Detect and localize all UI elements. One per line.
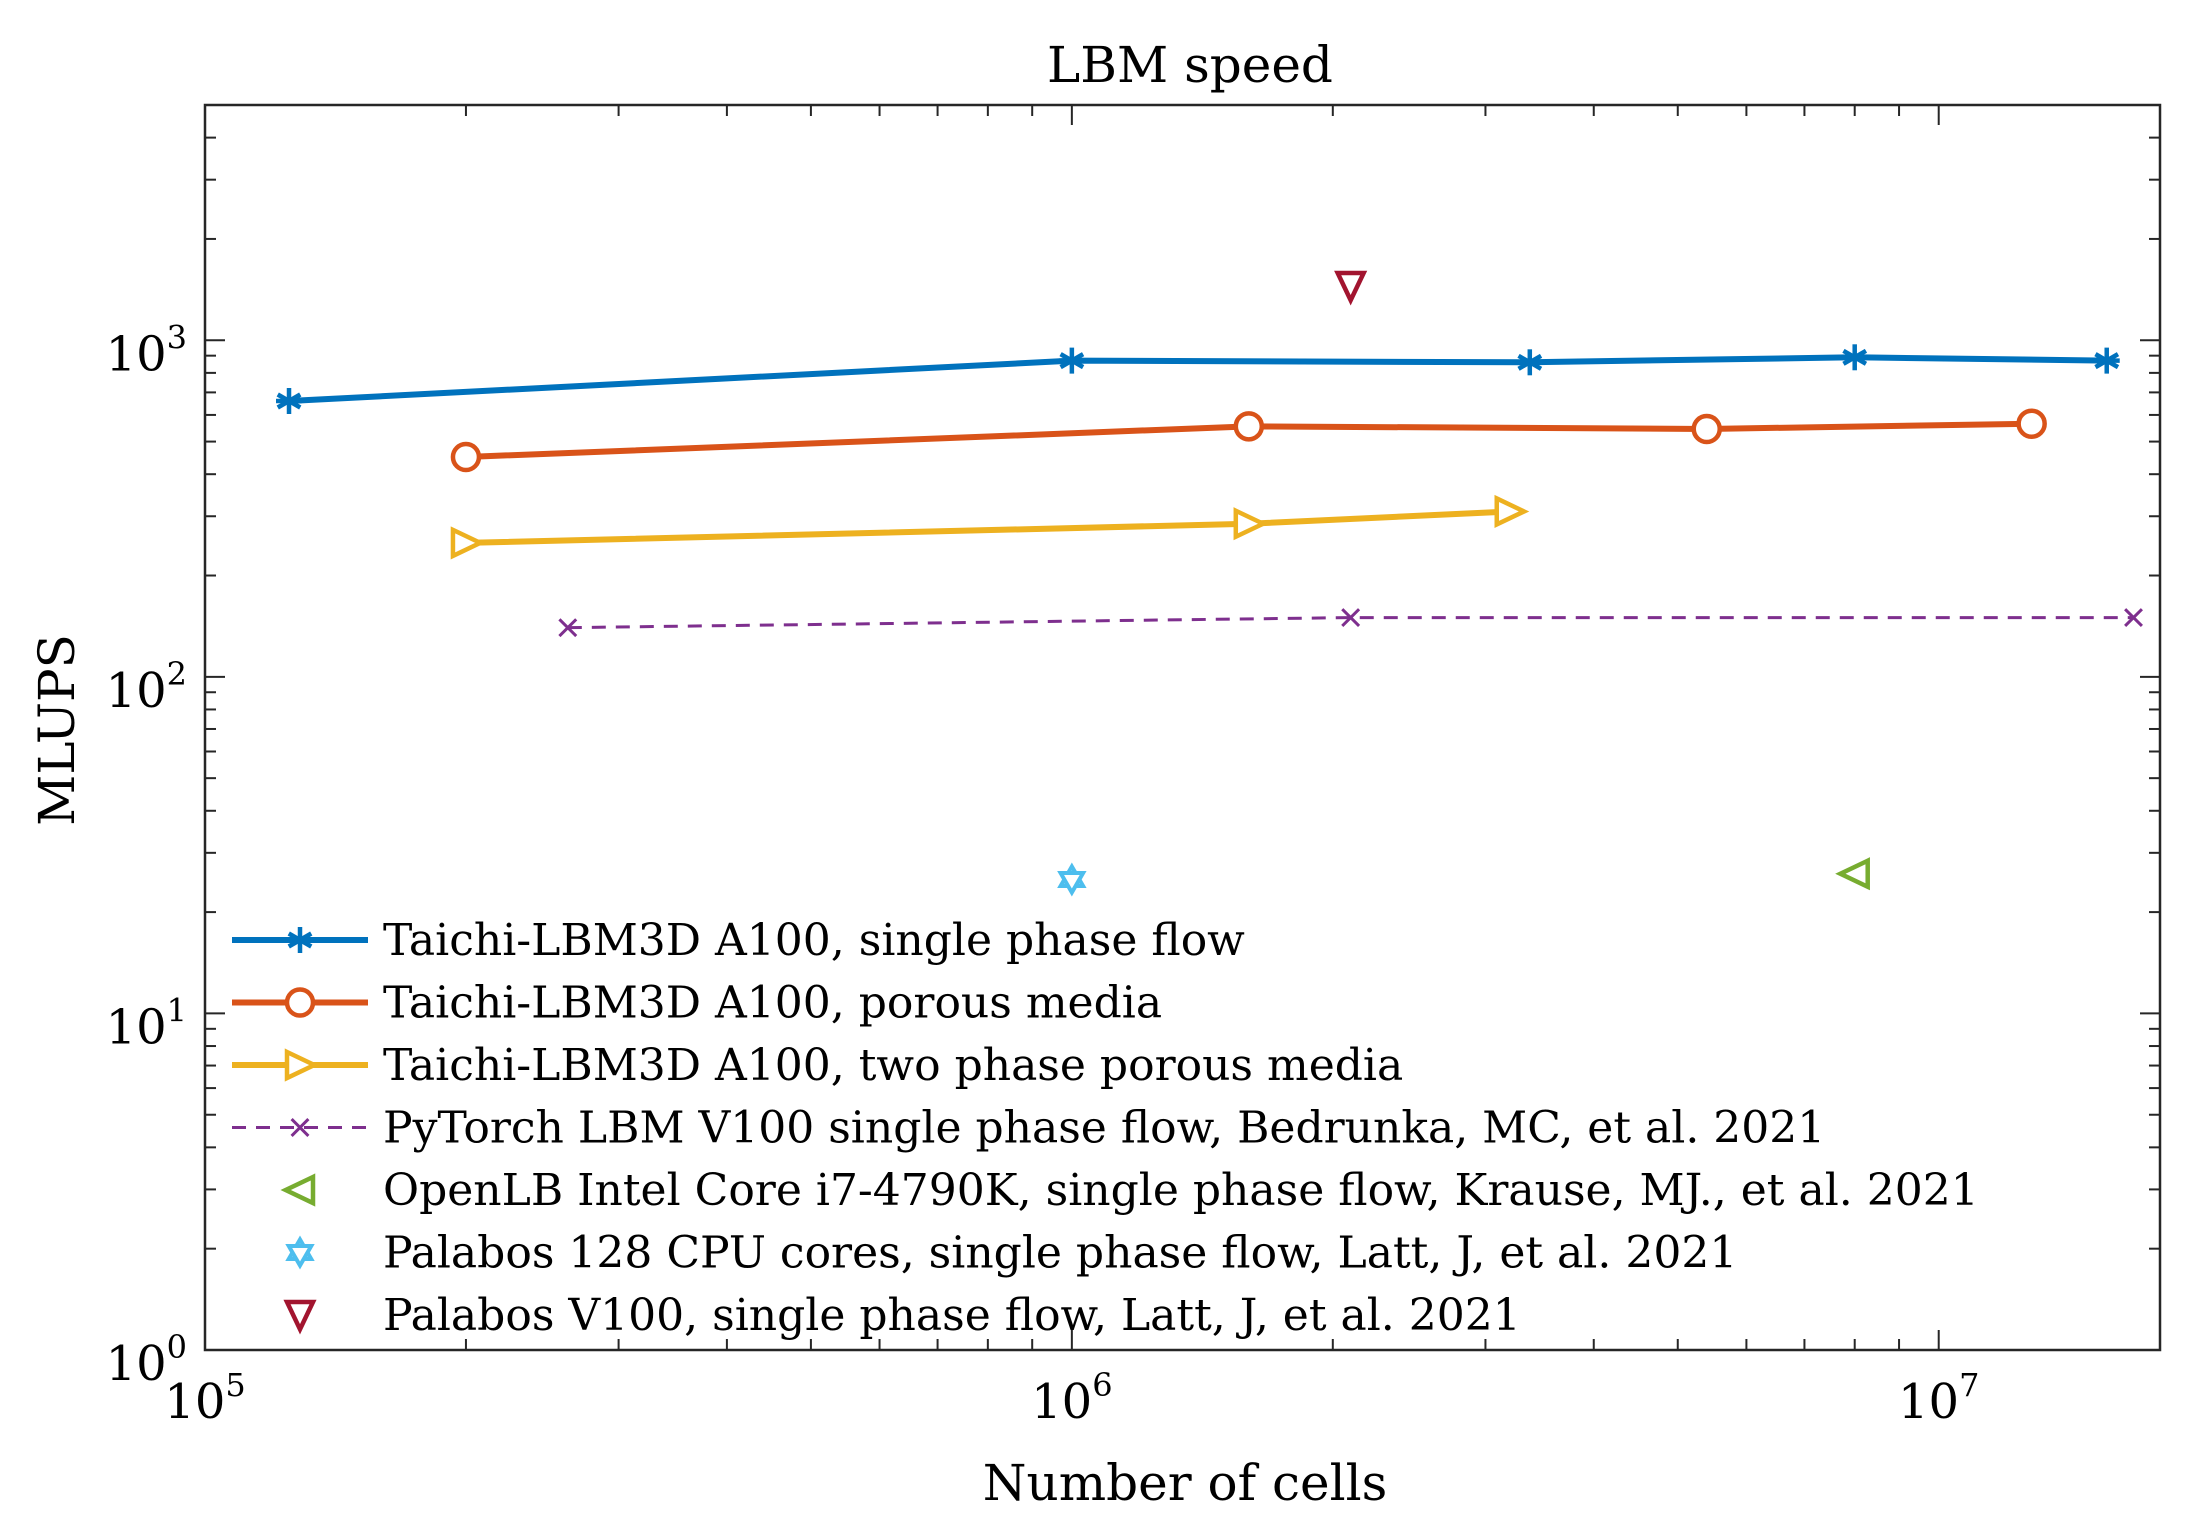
series-4	[558, 608, 2143, 638]
series-5	[1835, 857, 1870, 891]
data-point	[1341, 608, 1361, 628]
data-point	[2093, 347, 2120, 374]
x-tick-label-base: 10	[164, 1374, 225, 1430]
x-tick-label: 105	[164, 1366, 245, 1430]
plot-frame	[203, 103, 2162, 1352]
x-tick-label-exponent: 5	[225, 1366, 245, 1404]
data-point	[2124, 608, 2143, 628]
x-tick-label-base: 10	[1898, 1374, 1959, 1430]
data-point	[1841, 344, 1868, 371]
legend-label: OpenLB Intel Core i7-4790K, single phase…	[383, 1165, 1979, 1216]
x-tick-label-exponent: 7	[1959, 1366, 1979, 1404]
series-7	[1334, 270, 1368, 306]
legend-label: Taichi-LBM3D A100, two phase porous medi…	[383, 1040, 1403, 1091]
data-point	[1691, 413, 1722, 445]
y-tick-label-exponent: 2	[167, 655, 187, 693]
x-tick-label: 107	[1898, 1366, 1979, 1430]
legend-marker	[284, 987, 316, 1018]
x-axis-title: Number of cells	[983, 1454, 1388, 1512]
legend-marker	[284, 1048, 320, 1082]
legend-item: Taichi-LBM3D A100, two phase porous medi…	[232, 1040, 1403, 1091]
series-line	[567, 616, 2134, 630]
series-6	[1057, 862, 1087, 897]
series-line	[465, 420, 2032, 460]
y-tick-label-base: 10	[106, 1336, 167, 1392]
y-tick-label-exponent: 0	[167, 1328, 187, 1366]
series-line	[288, 354, 2107, 404]
series-1	[276, 344, 2120, 414]
data-point	[1057, 862, 1087, 897]
data-point	[558, 618, 578, 638]
data-point	[2016, 408, 2047, 439]
data-point	[1233, 411, 1265, 442]
legend-label: Taichi-LBM3D A100, single phase flow	[383, 915, 1245, 966]
legend-item: PyTorch LBM V100 single phase flow, Bedr…	[232, 1103, 1825, 1154]
data-point	[450, 526, 486, 560]
data-point	[1233, 507, 1269, 541]
data-point	[1334, 270, 1368, 306]
data-point	[276, 387, 303, 414]
legend-marker	[287, 927, 313, 953]
legend-marker	[280, 1173, 316, 1207]
data-point	[1494, 494, 1530, 529]
legend-item: Palabos V100, single phase flow, Latt, J…	[283, 1290, 1521, 1341]
y-tick-label: 102	[106, 655, 187, 719]
data-point	[1835, 857, 1870, 891]
y-tick-label: 103	[106, 318, 187, 382]
series-2	[450, 408, 2047, 473]
chart-title: LBM speed	[1047, 36, 1333, 94]
series-layer	[276, 270, 2143, 897]
series-line	[465, 508, 1510, 546]
y-tick-label-base: 10	[106, 999, 167, 1055]
legend-label: PyTorch LBM V100 single phase flow, Bedr…	[383, 1103, 1825, 1154]
y-tick-label: 100	[106, 1328, 187, 1392]
series-3	[450, 494, 1530, 560]
legend-label: Palabos 128 CPU cores, single phase flow…	[383, 1228, 1737, 1279]
y-tick-label-exponent: 3	[167, 318, 187, 356]
legend-marker	[290, 1118, 310, 1137]
legend-label: Palabos V100, single phase flow, Latt, J…	[383, 1290, 1521, 1341]
y-ticks	[205, 104, 2160, 1351]
y-tick-label: 101	[106, 991, 187, 1055]
y-tick-label-base: 10	[106, 663, 167, 719]
legend-item: OpenLB Intel Core i7-4790K, single phase…	[280, 1165, 1979, 1216]
data-point	[1516, 349, 1543, 376]
legend-item: Palabos 128 CPU cores, single phase flow…	[285, 1228, 1737, 1279]
legend-item: Taichi-LBM3D A100, single phase flow	[232, 915, 1245, 966]
legend-item: Taichi-LBM3D A100, porous media	[232, 978, 1162, 1029]
x-tick-label-base: 10	[1031, 1374, 1092, 1430]
x-tick-label: 106	[1031, 1366, 1112, 1430]
y-tick-label-exponent: 1	[167, 991, 187, 1029]
legend-marker	[283, 1299, 317, 1335]
data-point	[1058, 347, 1085, 374]
legend-marker	[285, 1235, 315, 1270]
legend-label: Taichi-LBM3D A100, porous media	[383, 978, 1162, 1029]
y-tick-label-base: 10	[106, 326, 167, 382]
data-point	[450, 441, 482, 473]
y-axis-title: MLUPS	[28, 634, 86, 826]
legend: Taichi-LBM3D A100, single phase flow Taic…	[232, 915, 1979, 1341]
x-ticks	[204, 105, 1940, 1350]
x-tick-label-exponent: 6	[1092, 1366, 1112, 1404]
